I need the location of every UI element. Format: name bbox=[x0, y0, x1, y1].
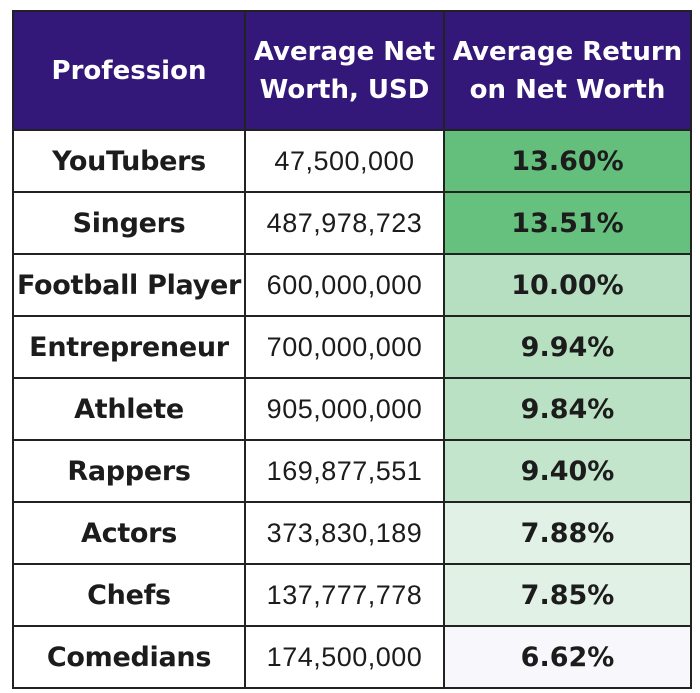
profession-cell: Comedians bbox=[12, 625, 246, 689]
profession-cell: Actors bbox=[12, 501, 246, 565]
table-row: Athlete 905,000,000 9.84% bbox=[12, 377, 692, 441]
return-cell: 9.84% bbox=[443, 377, 692, 441]
return-cell: 7.88% bbox=[443, 501, 692, 565]
header-return: Average Return on Net Worth bbox=[443, 10, 692, 131]
return-cell: 13.51% bbox=[443, 191, 692, 255]
return-cell: 13.60% bbox=[443, 129, 692, 193]
table-row: Comedians 174,500,000 6.62% bbox=[12, 625, 692, 689]
net-worth-cell: 169,877,551 bbox=[244, 439, 445, 503]
net-worth-cell: 487,978,723 bbox=[244, 191, 445, 255]
header-row: Profession Average Net Worth, USD Averag… bbox=[12, 10, 692, 131]
return-cell: 6.62% bbox=[443, 625, 692, 689]
profession-cell: Entrepreneur bbox=[12, 315, 246, 379]
table-row: Football Player 600,000,000 10.00% bbox=[12, 253, 692, 317]
profession-cell: Athlete bbox=[12, 377, 246, 441]
table-row: YouTubers 47,500,000 13.60% bbox=[12, 129, 692, 193]
net-worth-cell: 600,000,000 bbox=[244, 253, 445, 317]
header-net-worth: Average Net Worth, USD bbox=[244, 10, 445, 131]
net-worth-cell: 905,000,000 bbox=[244, 377, 445, 441]
table-row: Singers 487,978,723 13.51% bbox=[12, 191, 692, 255]
return-cell: 7.85% bbox=[443, 563, 692, 627]
net-worth-table: Profession Average Net Worth, USD Averag… bbox=[12, 10, 692, 689]
table-row: Actors 373,830,189 7.88% bbox=[12, 501, 692, 565]
table-row: Entrepreneur 700,000,000 9.94% bbox=[12, 315, 692, 379]
table-row: Rappers 169,877,551 9.40% bbox=[12, 439, 692, 503]
net-worth-cell: 373,830,189 bbox=[244, 501, 445, 565]
profession-cell: YouTubers bbox=[12, 129, 246, 193]
return-cell: 9.40% bbox=[443, 439, 692, 503]
profession-cell: Rappers bbox=[12, 439, 246, 503]
profession-cell: Singers bbox=[12, 191, 246, 255]
net-worth-cell: 174,500,000 bbox=[244, 625, 445, 689]
table-row: Chefs 137,777,778 7.85% bbox=[12, 563, 692, 627]
net-worth-cell: 700,000,000 bbox=[244, 315, 445, 379]
profession-cell: Chefs bbox=[12, 563, 246, 627]
net-worth-cell: 137,777,778 bbox=[244, 563, 445, 627]
header-profession: Profession bbox=[12, 10, 246, 131]
return-cell: 10.00% bbox=[443, 253, 692, 317]
return-cell: 9.94% bbox=[443, 315, 692, 379]
net-worth-cell: 47,500,000 bbox=[244, 129, 445, 193]
profession-cell: Football Player bbox=[12, 253, 246, 317]
